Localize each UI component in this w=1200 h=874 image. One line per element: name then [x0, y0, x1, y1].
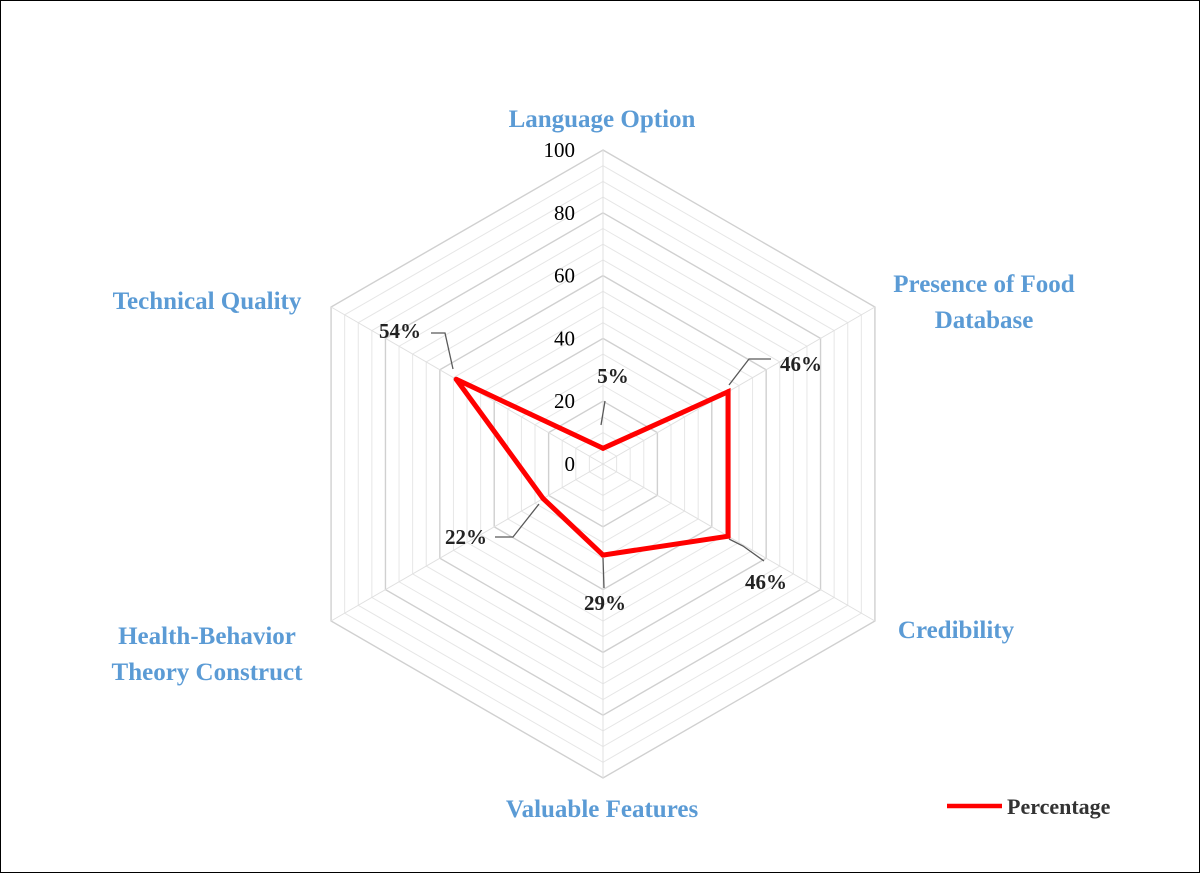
data-labels: 5% 46% 46% 29% 22% 54%: [379, 319, 822, 615]
radar-grid: [330, 149, 876, 779]
tick-label-0: 0: [565, 452, 576, 476]
category-label-2: Credibility: [898, 617, 1015, 644]
category-label-4: Health-Behavior Theory Construct: [112, 623, 304, 686]
leader-line-1: [728, 358, 771, 386]
data-point-4: [540, 496, 546, 502]
leader-line-0: [600, 400, 606, 426]
category-label-1: Presence of Food Database: [893, 271, 1075, 334]
leader-line-2: [728, 538, 765, 562]
series-layer: [453, 376, 731, 558]
tick-label-80: 80: [554, 201, 575, 225]
tick-label-60: 60: [554, 264, 575, 288]
leader-line-3: [602, 557, 605, 589]
data-label-3: 29%: [584, 591, 626, 615]
data-point-5: [453, 376, 459, 382]
data-label-5: 54%: [379, 319, 421, 343]
tick-label-40: 40: [554, 326, 575, 350]
data-label-leaders: [431, 332, 771, 589]
data-label-4: 22%: [445, 525, 487, 549]
tick-label-100: 100: [544, 138, 576, 162]
radial-axis-ticks: 0 20 40 60 80 100: [544, 138, 576, 476]
category-labels: Language Option Presence of Food Database C…: [112, 106, 1075, 823]
category-label-3: Valuable Features: [506, 796, 699, 823]
category-label-0: Language Option: [509, 106, 696, 133]
category-label-5: Technical Quality: [113, 288, 302, 315]
data-label-2: 46%: [745, 570, 787, 594]
data-label-1: 46%: [780, 352, 822, 376]
tick-label-20: 20: [554, 389, 575, 413]
data-point-0: [600, 445, 606, 451]
spoke-2: [602, 463, 876, 622]
leader-line-5: [431, 332, 454, 370]
data-point-1: [725, 389, 731, 395]
leader-line-4: [495, 503, 540, 538]
spoke-4: [330, 463, 604, 622]
data-point-3: [600, 552, 606, 558]
legend-label-percentage: Percentage: [1007, 794, 1111, 819]
spoke-1: [602, 306, 876, 465]
data-label-0: 5%: [597, 364, 629, 388]
legend: Percentage: [947, 794, 1111, 819]
data-point-2: [725, 533, 731, 539]
